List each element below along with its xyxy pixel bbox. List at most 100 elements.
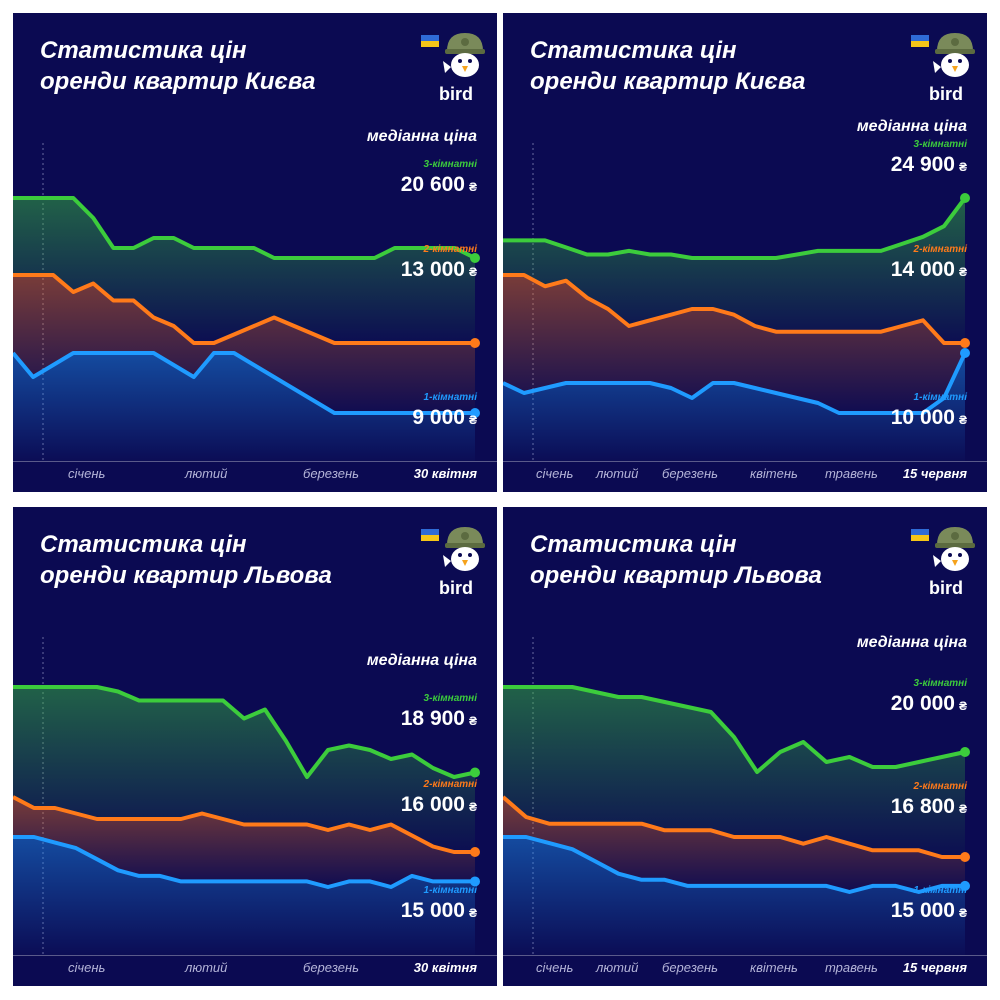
line-chart <box>13 637 480 955</box>
series-line <box>13 196 476 260</box>
value-1: 10 000 ₴ <box>890 406 967 429</box>
series-end-point <box>470 338 480 348</box>
series-area <box>13 837 475 955</box>
series-area <box>503 837 965 955</box>
series-label-2: 2-кімнатні <box>423 244 477 255</box>
month-label: січень <box>536 960 574 975</box>
series-label-3: 3-кімнатні <box>423 693 477 704</box>
series-line <box>503 196 967 260</box>
logo-text: bird <box>929 578 963 598</box>
value-3: 18 900 ₴ <box>400 707 477 730</box>
series-end-point <box>470 408 480 418</box>
month-label: квітень <box>750 466 798 481</box>
value-1: 9 000 ₴ <box>412 406 477 429</box>
series-line <box>503 273 965 345</box>
series-end-point <box>960 348 970 358</box>
series-area <box>503 687 965 857</box>
series-line <box>13 273 475 345</box>
series-area <box>13 687 475 852</box>
median-label: медіанна ціна <box>366 652 477 669</box>
series-label-2: 2-кімнатні <box>913 781 967 792</box>
series-label-1: 1-кімнатні <box>423 392 477 403</box>
series-line <box>13 351 475 415</box>
month-label: лютий <box>185 466 228 481</box>
chart-panel-lviv-june: Статистика цін оренди квартир Львова bird… <box>503 507 987 986</box>
end-date-label: 15 червня <box>902 466 967 481</box>
value-3: 20 600 ₴ <box>400 173 477 196</box>
month-label: травень <box>825 960 878 975</box>
series-area <box>13 198 475 343</box>
month-label: січень <box>68 960 106 975</box>
month-label: січень <box>536 466 574 481</box>
bird-logo: bird <box>911 25 975 105</box>
ukraine-flag-icon <box>911 529 929 541</box>
series-end-point <box>470 847 480 857</box>
end-date-label: 30 квітня <box>413 960 477 975</box>
series-label-2: 2-кімнатні <box>913 244 967 255</box>
median-label: медіанна ціна <box>366 128 477 145</box>
logo-text: bird <box>929 84 963 104</box>
series-line <box>13 795 475 854</box>
chart-title: Статистика цін оренди квартир Львова <box>530 531 822 589</box>
month-label: лютий <box>185 960 228 975</box>
series-label-1: 1-кімнатні <box>913 885 967 896</box>
series-area <box>13 353 475 461</box>
x-axis-line <box>13 461 497 462</box>
series-area <box>13 275 475 413</box>
series-area <box>503 275 965 413</box>
bird-helmet-icon <box>933 33 975 77</box>
month-label: березень <box>303 466 359 481</box>
series-end-point <box>470 767 480 778</box>
chart-panel-kyiv-june: Статистика цін оренди квартир Києва bird … <box>503 13 987 492</box>
series-label-2: 2-кімнатні <box>423 779 477 790</box>
series-line <box>503 352 967 415</box>
median-label: медіанна ціна <box>856 634 967 651</box>
x-axis-line <box>503 955 987 956</box>
month-label: квітень <box>750 960 798 975</box>
x-axis-line <box>13 955 497 956</box>
series-area <box>503 198 965 343</box>
bird-logo: bird <box>421 519 485 599</box>
series-line <box>503 835 965 894</box>
series-label-1: 1-кімнатні <box>423 885 477 896</box>
chart-panel-kyiv-april: Статистика цін оренди квартир Києва bird … <box>13 13 497 492</box>
month-label: березень <box>662 466 718 481</box>
bird-helmet-icon <box>443 527 485 571</box>
month-label: березень <box>662 960 718 975</box>
end-date-label: 15 червня <box>902 960 967 975</box>
value-1: 15 000 ₴ <box>400 899 477 922</box>
month-label: лютий <box>596 466 639 481</box>
series-end-point <box>960 193 970 203</box>
series-area <box>503 353 965 461</box>
chart-title: Статистика цін оренди квартир Києва <box>40 37 316 95</box>
value-2: 14 000 ₴ <box>890 258 967 281</box>
value-2: 13 000 ₴ <box>400 258 477 281</box>
series-end-point <box>960 338 970 348</box>
series-end-point <box>960 852 970 862</box>
ukraine-flag-icon <box>911 35 929 47</box>
line-chart <box>503 637 970 955</box>
value-2: 16 000 ₴ <box>400 793 477 816</box>
series-line <box>13 835 475 889</box>
value-1: 15 000 ₴ <box>890 899 967 922</box>
bird-logo: bird <box>911 519 975 599</box>
ukraine-flag-icon <box>421 529 439 541</box>
series-label-3: 3-кімнатні <box>423 159 477 170</box>
bird-logo: bird <box>421 25 485 105</box>
chart-title: Статистика цін оренди квартир Києва <box>530 37 806 95</box>
x-axis-line <box>503 461 987 462</box>
series-line <box>13 685 476 779</box>
series-end-point <box>960 747 970 757</box>
month-label: березень <box>303 960 359 975</box>
series-line <box>503 685 966 774</box>
bird-helmet-icon <box>933 527 975 571</box>
month-label: травень <box>825 466 878 481</box>
value-3: 24 900 ₴ <box>890 153 967 176</box>
end-date-label: 30 квітня <box>413 466 477 481</box>
line-chart <box>503 143 970 461</box>
bird-helmet-icon <box>443 33 485 77</box>
series-label-3: 3-кімнатні <box>913 139 967 150</box>
month-label: січень <box>68 466 106 481</box>
month-label: лютий <box>596 960 639 975</box>
series-end-point <box>470 253 480 263</box>
